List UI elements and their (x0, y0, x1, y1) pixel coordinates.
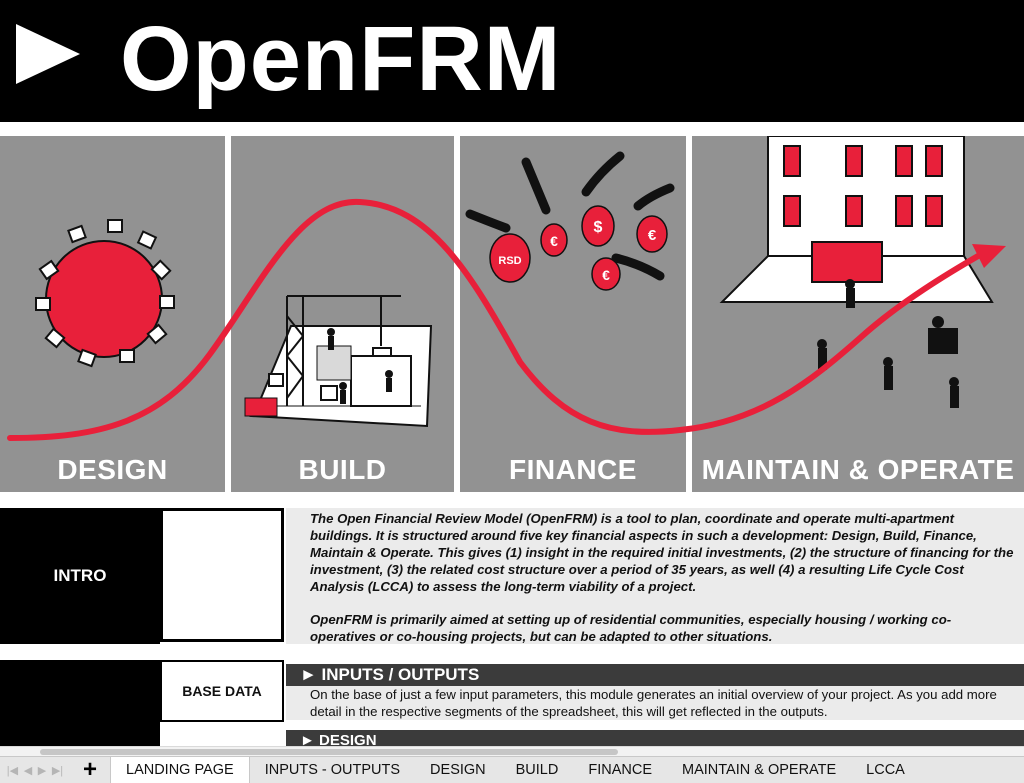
tab-lcca[interactable]: LCCA (866, 762, 905, 778)
sheet-tab-bar: |◀ ◀ ▶ ▶| + LANDING PAGE INPUTS - OUTPUT… (0, 756, 1024, 783)
intro-label: INTRO (53, 566, 107, 585)
finance-panel: RSD € $ € € FINANCE (460, 136, 686, 492)
intro-paragraph-1: The Open Financial Review Model (OpenFRM… (310, 511, 1014, 594)
money-bags-illustration: RSD € $ € € (465, 151, 675, 291)
build-label: BUILD (298, 454, 387, 485)
horizontal-scrollbar[interactable] (0, 746, 1024, 756)
tab-landing-page[interactable]: LANDING PAGE (110, 757, 250, 783)
prev-sheet-icon[interactable]: ◀ (23, 764, 33, 777)
header-banner: OpenFRM (0, 0, 1024, 122)
round-table-illustration (35, 219, 175, 368)
construction-site-illustration (244, 295, 433, 428)
apartment-building-illustration (719, 136, 994, 408)
next-sheet-icon[interactable]: ▶ (37, 764, 47, 777)
tab-design[interactable]: DESIGN (430, 762, 486, 778)
intro-section: INTRO The Open Financial Review Model (O… (0, 508, 1024, 650)
euro-bag-label-2: € (648, 227, 657, 244)
tab-finance[interactable]: FINANCE (588, 762, 653, 778)
base-data-label[interactable]: BASE DATA (160, 660, 284, 722)
intro-black-cell (0, 508, 160, 644)
last-sheet-icon[interactable]: ▶| (51, 764, 64, 777)
dollar-bag-label: $ (594, 219, 603, 236)
intro-white-cell[interactable] (160, 508, 284, 642)
tab-inputs-outputs[interactable]: INPUTS - OUTPUTS (264, 762, 401, 778)
scrollbar-thumb[interactable] (40, 749, 618, 755)
euro-bag-label-1: € (550, 233, 558, 249)
euro-bag-label-3: € (602, 267, 610, 283)
maintain-operate-label: MAINTAIN & OPERATE (701, 454, 1015, 485)
base-data-section: BASE DATA ► INPUTS / OUTPUTS On the base… (0, 660, 1024, 746)
app-title: OpenFRM (120, 8, 562, 110)
design-section-header-peek[interactable]: ► DESIGN (286, 730, 1024, 746)
finance-label: FINANCE (509, 454, 637, 485)
design-panel: DESIGN (0, 136, 225, 492)
sheet-nav-arrows: |◀ ◀ ▶ ▶| (0, 757, 70, 783)
inputs-outputs-header[interactable]: ► INPUTS / OUTPUTS (286, 664, 1024, 686)
build-panel: BUILD (231, 136, 454, 492)
intro-description[interactable]: The Open Financial Review Model (OpenFRM… (286, 508, 1024, 644)
maintain-operate-panel: MAINTAIN & OPERATE (692, 136, 1024, 492)
hero-illustration: DESIGN (0, 122, 1024, 498)
base-black-cell (0, 660, 160, 746)
intro-paragraph-2: OpenFRM is primarily aimed at setting up… (310, 612, 952, 644)
inputs-outputs-description[interactable]: On the base of just a few input paramete… (286, 686, 1024, 720)
rsd-bag-label: RSD (498, 255, 521, 267)
first-sheet-icon[interactable]: |◀ (6, 764, 19, 777)
play-icon (16, 24, 80, 84)
tab-maintain-operate[interactable]: MAINTAIN & OPERATE (682, 762, 837, 778)
tab-build[interactable]: BUILD (515, 762, 559, 778)
add-sheet-button[interactable]: + (82, 756, 97, 783)
design-label: DESIGN (57, 454, 168, 485)
